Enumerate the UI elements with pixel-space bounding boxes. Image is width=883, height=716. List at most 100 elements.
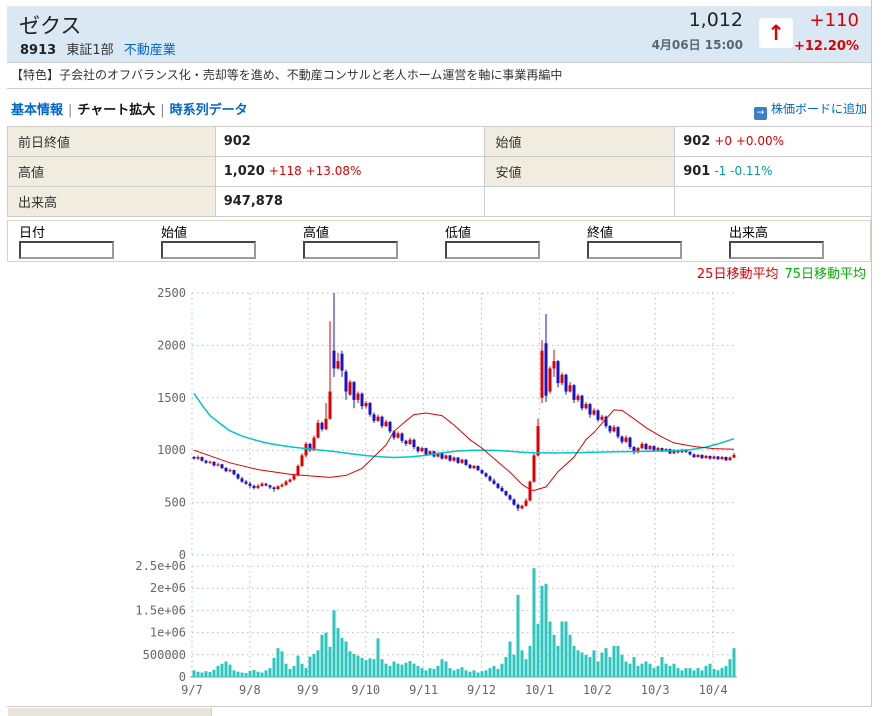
- value-number: 901: [683, 164, 711, 179]
- volume-axis-label: 1.5e+06: [135, 603, 186, 617]
- row-label-cell: 始値: [484, 126, 676, 157]
- table-row: 出来高 947,878: [7, 186, 872, 217]
- table-row: 前日終値 902 始値 902 +0 +0.00%: [7, 126, 872, 157]
- form-input-1[interactable]: [161, 241, 256, 259]
- current-price: 1,012: [688, 9, 743, 31]
- row-value-cell: [674, 186, 872, 217]
- company-feature-line: 【特色】子会社のオフバランス化・売却等を進め、不動産コンサルと老人ホーム運営を軸…: [7, 62, 871, 89]
- form-input-5[interactable]: [729, 241, 824, 259]
- form-field-label: 始値: [161, 226, 188, 241]
- value-number: 902: [223, 134, 251, 149]
- price-axis-label: 2500: [157, 286, 186, 300]
- x-axis-label: 10/4: [699, 683, 728, 697]
- price-axis-label: 1000: [157, 443, 186, 457]
- nav-link-1[interactable]: チャート拡大: [77, 103, 156, 118]
- nav-separator: |: [160, 103, 165, 118]
- arrow-right-icon: →: [753, 107, 767, 120]
- nav-links: 基本情報 | チャート拡大 | 時系列データ: [11, 99, 248, 118]
- x-axis-label: 9/8: [239, 683, 261, 697]
- quote-summary-table: 前日終値 902 始値 902 +0 +0.00% 高値 1,020 +118 +13.08%…: [7, 126, 872, 217]
- form-field-label: 出来高: [729, 226, 769, 241]
- value-number: 902: [683, 134, 711, 149]
- x-axis-label: 9/12: [467, 683, 496, 697]
- next-table-label-cell: [8, 708, 212, 716]
- form-input-4[interactable]: [587, 241, 682, 259]
- row-value-cell: 901 -1 -0.11%: [674, 156, 872, 187]
- form-input-0[interactable]: [19, 241, 114, 259]
- form-field-4: 終値: [587, 222, 682, 259]
- form-field-0: 日付: [19, 222, 114, 259]
- form-field-label: 低値: [445, 226, 472, 241]
- volume-axis-label: 500000: [143, 648, 186, 662]
- x-axis-label: 9/11: [409, 683, 438, 697]
- volume-bars: [192, 568, 736, 677]
- stock-code: 8913: [20, 43, 57, 58]
- form-field-3: 低値: [445, 222, 540, 259]
- grid-lines: [191, 292, 737, 678]
- quote-header: ゼクス 8913 東証1部 不動産業 1,012 4月06日 15:00 ↑ +…: [7, 6, 871, 62]
- value-change: +118 +13.08%: [268, 164, 362, 178]
- stock-chart: 0 500 1000 1500 2000 2500 0 500000 1e+06 1.5e+06 2…: [135, 286, 737, 697]
- form-input-3[interactable]: [445, 241, 540, 259]
- form-input-2[interactable]: [303, 241, 398, 259]
- chart-legend: 25日移動平均 75日移動平均: [7, 263, 866, 282]
- quote-datetime: 4月06日 15:00: [651, 38, 743, 52]
- chart-area: 0 500 1000 1500 2000 2500 0 500000 1e+06 1.5e+06 2…: [0, 282, 883, 706]
- row-value-cell: 902 +0 +0.00%: [674, 126, 872, 157]
- row-value-cell: 947,878: [214, 186, 486, 217]
- ma75-line: [193, 393, 735, 459]
- row-label-cell: 高値: [7, 156, 216, 187]
- stock-market: 東証1部: [66, 43, 114, 58]
- x-axis-label: 10/2: [583, 683, 612, 697]
- table-row: 高値 1,020 +118 +13.08% 安値 901 -1 -0.11%: [7, 156, 872, 187]
- volume-axis-label: 2e+06: [150, 581, 186, 595]
- stock-name: ゼクス: [19, 14, 82, 38]
- price-change-percent: +12.20%: [793, 39, 859, 54]
- ohlc-input-form: 日付 始値 高値 低値 終値 出来高: [7, 220, 871, 262]
- nav-link-0[interactable]: 基本情報: [11, 103, 64, 118]
- stock-meta: 8913 東証1部 不動産業: [20, 39, 176, 58]
- x-axis-label: 9/10: [351, 683, 380, 697]
- form-field-label: 高値: [303, 226, 330, 241]
- legend-item-0: 25日移動平均: [696, 267, 779, 282]
- next-table-row-partial: [7, 706, 872, 716]
- nav-link-2[interactable]: 時系列データ: [169, 103, 248, 118]
- value-number: 1,020: [223, 164, 265, 179]
- row-label-cell: 前日終値: [7, 126, 216, 157]
- add-to-board-link[interactable]: → 株価ボードに追加: [753, 100, 867, 120]
- row-value-cell: 1,020 +118 +13.08%: [214, 156, 486, 187]
- row-label-cell: [484, 186, 676, 217]
- up-arrow-icon: ↑: [767, 21, 785, 45]
- add-to-board-label: 株価ボードに追加: [770, 102, 867, 116]
- price-axis-label: 2000: [157, 338, 186, 352]
- price-axis-label: 500: [164, 496, 186, 510]
- x-axis-label: 9/7: [181, 683, 203, 697]
- ma25-line: [193, 409, 735, 492]
- nav-separator: |: [68, 103, 73, 118]
- candlesticks: [192, 293, 736, 511]
- volume-axis-label: 1e+06: [150, 626, 186, 640]
- form-field-5: 出来高: [729, 222, 824, 259]
- value-change: -1 -0.11%: [714, 164, 773, 178]
- change-block: +110 +12.20%: [794, 10, 859, 54]
- price-change: +110: [809, 10, 859, 31]
- price-axis-label: 0: [179, 548, 186, 562]
- value-number: 947,878: [223, 194, 283, 209]
- form-field-label: 終値: [587, 226, 614, 241]
- sector-link[interactable]: 不動産業: [123, 43, 176, 58]
- form-field-2: 高値: [303, 222, 398, 259]
- value-change: +0 +0.00%: [714, 134, 785, 148]
- content-right-border: [871, 0, 872, 716]
- price-block: 1,012 4月06日 15:00: [652, 9, 743, 53]
- volume-axis-label: 2.5e+06: [135, 559, 186, 573]
- x-axis-label: 10/3: [641, 683, 670, 697]
- x-axis-label: 10/1: [525, 683, 554, 697]
- row-label-cell: 出来高: [7, 186, 216, 217]
- form-field-label: 日付: [19, 226, 46, 241]
- form-field-1: 始値: [161, 222, 256, 259]
- price-direction-box: ↑: [759, 18, 793, 48]
- x-axis-label: 9/9: [297, 683, 319, 697]
- legend-item-1: 75日移動平均: [784, 267, 866, 282]
- volume-axis-label: 0: [179, 670, 186, 684]
